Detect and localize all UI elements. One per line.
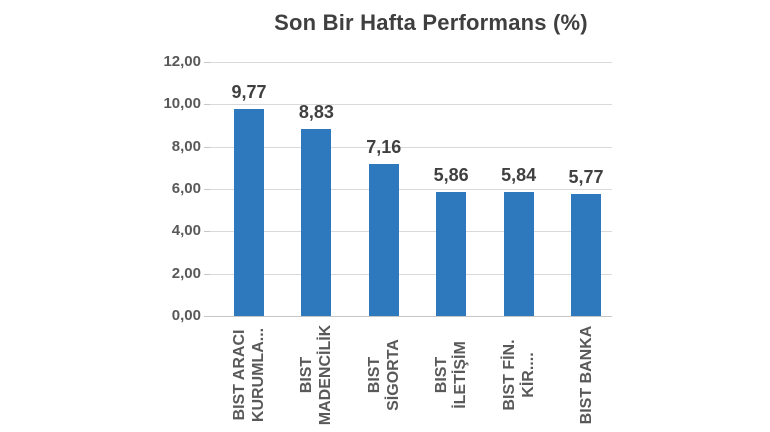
bar-value-label: 5,77 [568, 167, 604, 187]
x-axis-category-label: BIST BANKA [529, 318, 643, 432]
x-axis-label-line: BIST BANKA [577, 325, 595, 425]
bar-value-label: 8,83 [298, 102, 334, 122]
gridline [210, 147, 612, 148]
y-axis-tick-label: 12,00 [163, 53, 201, 70]
gridline [210, 231, 612, 232]
gridline [210, 62, 612, 63]
y-axis-tick [204, 316, 210, 317]
plot-area: 0,00 2,00 4,00 6,00 8,00 10,00 12,00 9,77 8,83 7,… [163, 53, 612, 324]
y-axis-tick [204, 189, 210, 190]
gridline [210, 189, 612, 190]
y-axis-tick-label: 2,00 [171, 265, 201, 282]
bar [571, 194, 601, 316]
bar-value-label: 7,16 [366, 137, 402, 157]
x-axis-labels: BIST ARACI KURUMLA... BIST MADENCİLİK BIST Sİ… [0, 318, 770, 432]
y-axis-tick-label: 4,00 [171, 222, 201, 239]
bar-value-label: 5,86 [433, 165, 469, 185]
bar [301, 129, 332, 316]
y-axis-tick [204, 274, 210, 275]
y-axis-tick-label: 0,00 [171, 307, 201, 324]
y-axis-tick-label: 8,00 [171, 138, 201, 155]
y-axis-tick [204, 147, 210, 148]
y-axis-tick [204, 231, 210, 232]
bar [436, 192, 467, 316]
x-axis-label-line: BIST [298, 356, 316, 394]
bar-value-label: 9,77 [231, 82, 267, 102]
bar [368, 164, 399, 316]
bar [503, 192, 534, 316]
x-axis-label-line: BIST [433, 356, 451, 394]
gridline [210, 274, 612, 275]
x-axis-label-line: BIST [365, 356, 383, 394]
x-axis-category-label-text: BIST BANKA [577, 326, 596, 425]
chart-title: Son Bir Hafta Performans (%) [274, 10, 588, 35]
gridline [210, 316, 612, 317]
y-axis-tick [204, 104, 210, 105]
x-axis-label-line: BIST FİN. [500, 339, 518, 411]
y-axis-tick-label: 10,00 [163, 95, 201, 112]
bar [234, 109, 264, 316]
y-axis-tick [204, 62, 210, 63]
y-axis-tick-label: 6,00 [171, 180, 201, 197]
gridline [210, 104, 612, 105]
bar-value-label: 5,84 [501, 165, 537, 185]
x-axis-label-line: BIST ARACI [231, 329, 248, 421]
